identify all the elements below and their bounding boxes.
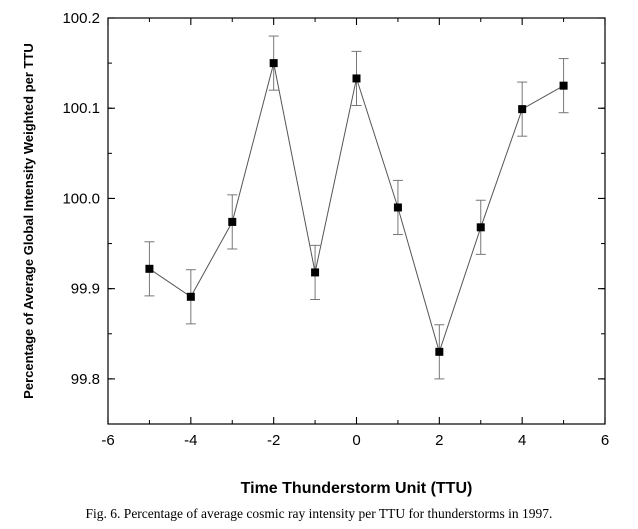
data-point: [352, 74, 361, 83]
y-axis-title: Percentage of Average Global Intensity W…: [21, 43, 36, 399]
y-tick-label: 99.8: [71, 371, 100, 388]
x-tick-label: 4: [518, 432, 526, 449]
data-point: [228, 217, 237, 226]
x-tick-label: -6: [101, 432, 114, 449]
x-tick-label: 2: [435, 432, 443, 449]
x-tick-label: 0: [352, 432, 360, 449]
series-layer: [144, 35, 569, 380]
series-line: [149, 62, 564, 354]
data-point: [518, 105, 527, 114]
plot-area: -6 -4 -2 0 2 4 6 99.8 99.9 100.0 100.1 100.2: [62, 10, 609, 449]
x-axis-title: Time Thunderstorm Unit (TTU): [241, 480, 473, 497]
chart: -6 -4 -2 0 2 4 6 99.8 99.9 100.0 100.1 100.2 Time T…: [21, 10, 609, 497]
y-tick-label: 100.2: [62, 10, 100, 27]
y-tick-label: 100.1: [62, 100, 100, 117]
data-point: [393, 203, 402, 212]
x-tick-label: -4: [184, 432, 197, 449]
data-point: [476, 223, 485, 232]
figure-caption: Fig. 6. Percentage of average cosmic ray…: [85, 506, 553, 521]
data-point: [559, 81, 568, 90]
y-tick-label: 99.9: [71, 281, 100, 298]
x-tick-label: -2: [267, 432, 280, 449]
data-point: [145, 264, 154, 273]
x-tick-label: 6: [601, 432, 609, 449]
data-point: [186, 292, 195, 301]
data-point: [311, 268, 320, 277]
data-point: [435, 347, 444, 356]
data-point: [269, 59, 278, 68]
y-tick-label: 100.0: [62, 190, 100, 207]
tick-layer: -6 -4 -2 0 2 4 6 99.8 99.9 100.0 100.1 100.2: [62, 10, 609, 449]
